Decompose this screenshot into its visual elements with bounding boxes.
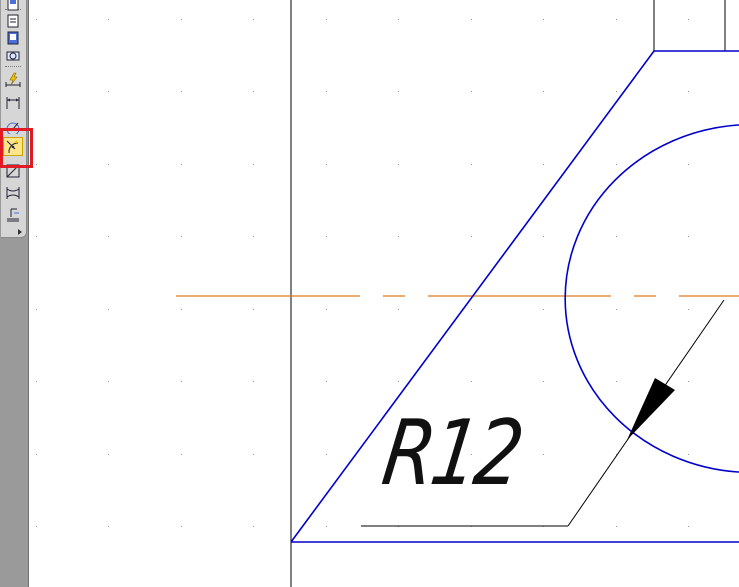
compact-toolbar bbox=[0, 0, 29, 587]
dimension-arrowhead bbox=[627, 378, 675, 440]
drawing-canvas[interactable]: R12 bbox=[28, 0, 739, 587]
leader-icon[interactable] bbox=[4, 205, 22, 222]
break-dimension-icon[interactable] bbox=[4, 184, 22, 201]
radial-dimension-icon[interactable] bbox=[4, 138, 22, 155]
top-rectangle bbox=[654, 0, 739, 51]
linear-dimension-icon[interactable] bbox=[4, 94, 22, 111]
tool-2-icon[interactable] bbox=[4, 12, 22, 29]
tool-4-icon[interactable] bbox=[4, 46, 22, 63]
angular-dimension-icon[interactable] bbox=[4, 117, 22, 134]
radius-dimension-text[interactable]: R12 bbox=[377, 404, 514, 504]
tool-3-icon[interactable] bbox=[4, 29, 22, 46]
circular-arc[interactable] bbox=[565, 125, 739, 472]
smart-dimension-icon[interactable] bbox=[4, 71, 22, 88]
grid-dots bbox=[36, 19, 689, 527]
expand-arrow-icon[interactable] bbox=[18, 229, 22, 235]
dimension-tool-panel bbox=[1, 0, 27, 238]
diameter-dimension-icon[interactable] bbox=[4, 162, 22, 179]
tool-1-icon[interactable] bbox=[4, 0, 22, 12]
